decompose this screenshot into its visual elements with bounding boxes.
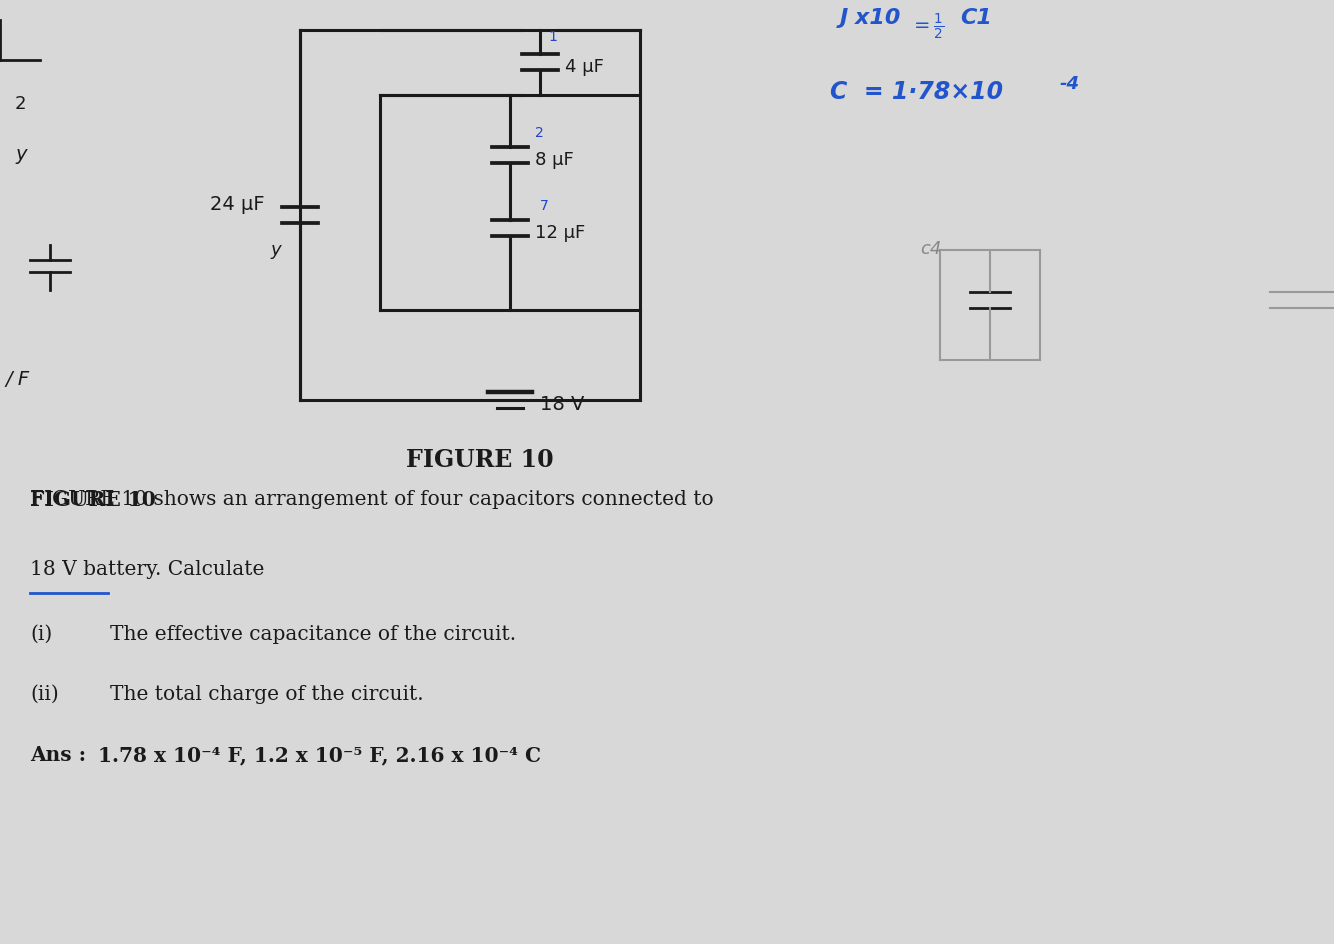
Text: 2: 2 (15, 95, 27, 113)
Text: Ans :: Ans : (29, 745, 93, 765)
Text: y: y (269, 241, 280, 259)
Text: $= \frac{1}{2}$: $= \frac{1}{2}$ (910, 12, 944, 42)
Text: J x10: J x10 (840, 8, 902, 28)
Text: (ii): (ii) (29, 685, 59, 704)
Text: 7: 7 (540, 199, 548, 213)
Text: 18 V battery. Calculate: 18 V battery. Calculate (29, 560, 264, 579)
Text: / F: / F (5, 370, 29, 389)
Text: The total charge of the circuit.: The total charge of the circuit. (109, 685, 424, 704)
Text: C1: C1 (960, 8, 992, 28)
Text: y: y (15, 145, 27, 164)
Text: The effective capacitance of the circuit.: The effective capacitance of the circuit… (109, 625, 516, 644)
Text: 8 µF: 8 µF (535, 151, 574, 169)
Text: FIGURE 10: FIGURE 10 (406, 448, 554, 472)
Text: 18 V: 18 V (540, 396, 584, 414)
Text: 1.78 x 10⁻⁴ F, 1.2 x 10⁻⁵ F, 2.16 x 10⁻⁴ C: 1.78 x 10⁻⁴ F, 1.2 x 10⁻⁵ F, 2.16 x 10⁻⁴… (97, 745, 542, 765)
Text: c4: c4 (920, 240, 942, 258)
Text: FIGURE 10 shows an arrangement of four capacitors connected to: FIGURE 10 shows an arrangement of four c… (29, 490, 714, 509)
Text: 4 µF: 4 µF (566, 58, 604, 76)
Text: 2: 2 (535, 126, 544, 141)
Text: 24 µF: 24 µF (209, 195, 264, 214)
Text: 1: 1 (548, 30, 556, 44)
Text: FIGURE 10: FIGURE 10 (29, 490, 156, 510)
Text: C  = 1·78×10: C = 1·78×10 (830, 80, 1003, 104)
Text: 12 µF: 12 µF (535, 225, 586, 243)
Text: -4: -4 (1061, 75, 1081, 93)
Text: (i): (i) (29, 625, 52, 644)
